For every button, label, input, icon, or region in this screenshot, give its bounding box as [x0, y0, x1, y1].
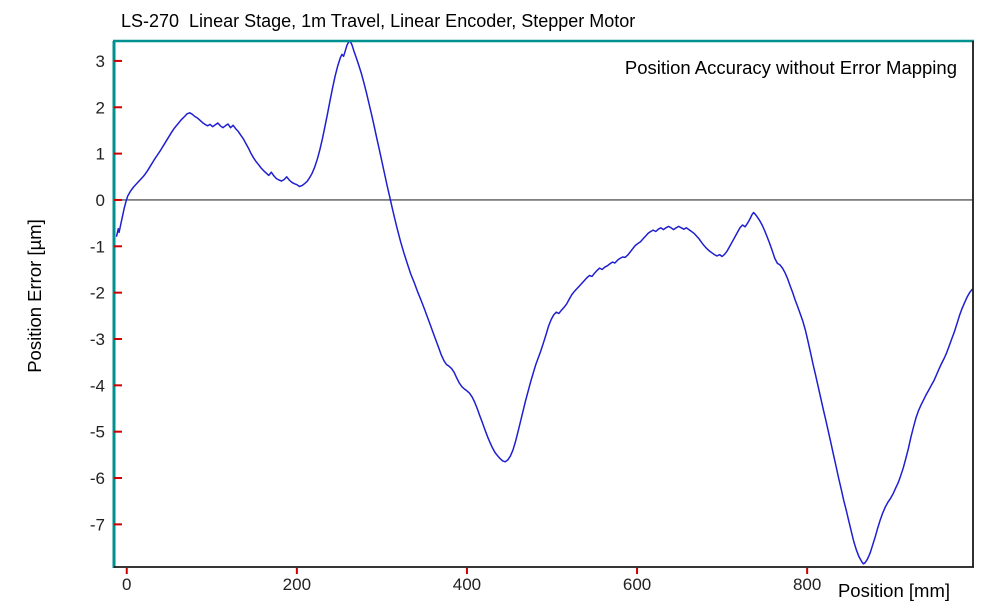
y-tick-label: -3: [90, 330, 105, 349]
x-tick-label: 200: [283, 575, 311, 594]
error-curve: [115, 40, 973, 565]
y-tick-label: -6: [90, 469, 105, 488]
y-tick-label: 1: [96, 145, 105, 164]
x-tick-label: 0: [122, 575, 131, 594]
y-axis-label: Position Error [µm]: [24, 219, 45, 373]
x-tick-label: 800: [793, 575, 821, 594]
y-tick-label: -7: [90, 515, 105, 534]
y-tick-label: -4: [90, 376, 105, 395]
x-tick-label: 400: [453, 575, 481, 594]
y-tick-label: -2: [90, 284, 105, 303]
y-tick-label: -1: [90, 237, 105, 256]
x-axis-label: Position [mm]: [837, 580, 950, 601]
y-tick-label: 0: [96, 191, 105, 210]
annotation-text: Position Accuracy without Error Mapping: [624, 57, 957, 78]
y-tick-label: -5: [90, 423, 105, 442]
x-tick-label: 600: [623, 575, 651, 594]
y-tick-label: 2: [96, 98, 105, 117]
chart-title: LS-270 Linear Stage, 1m Travel, Linear E…: [121, 11, 636, 31]
y-tick-label: 3: [96, 52, 105, 71]
